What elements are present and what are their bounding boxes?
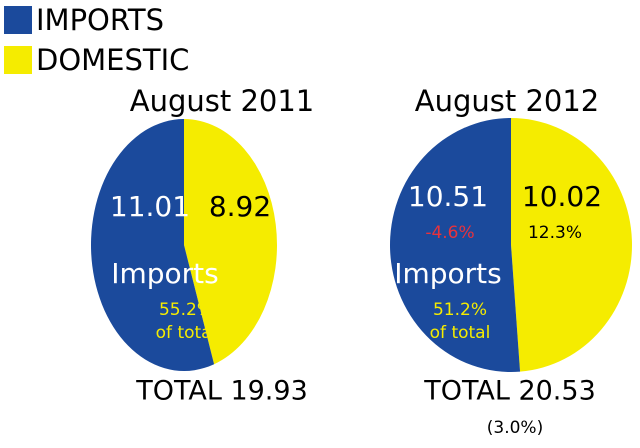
total: TOTAL 19.93 (135, 376, 308, 407)
pie-title: August 2012 (415, 84, 600, 118)
legend-swatch (4, 6, 32, 34)
total-change: (3.0%) (487, 418, 543, 438)
pie-slice (91, 119, 215, 371)
share-note: of total (430, 323, 491, 343)
legend-label: DOMESTIC (36, 43, 189, 77)
value-label: 8.92 (209, 190, 271, 223)
pie-title: August 2011 (130, 84, 315, 118)
slice-name: Imports (111, 257, 219, 290)
value-label: 11.01 (110, 190, 190, 223)
legend-swatch (4, 46, 32, 74)
legend-label: IMPORTS (36, 3, 164, 37)
share: 55.2% (159, 300, 213, 320)
slice-name: Imports (394, 257, 502, 290)
value-label: 10.51 (408, 180, 488, 213)
value-label: 10.02 (522, 180, 602, 213)
share: 51.2% (433, 300, 487, 320)
pie-slice (390, 118, 521, 372)
change-label: -4.6% (425, 223, 474, 243)
pie-slice (184, 119, 277, 365)
change-label: 12.3% (528, 223, 582, 243)
share-note: of total (156, 323, 217, 343)
pie-slice (511, 118, 633, 372)
total: TOTAL 20.53 (423, 376, 596, 407)
